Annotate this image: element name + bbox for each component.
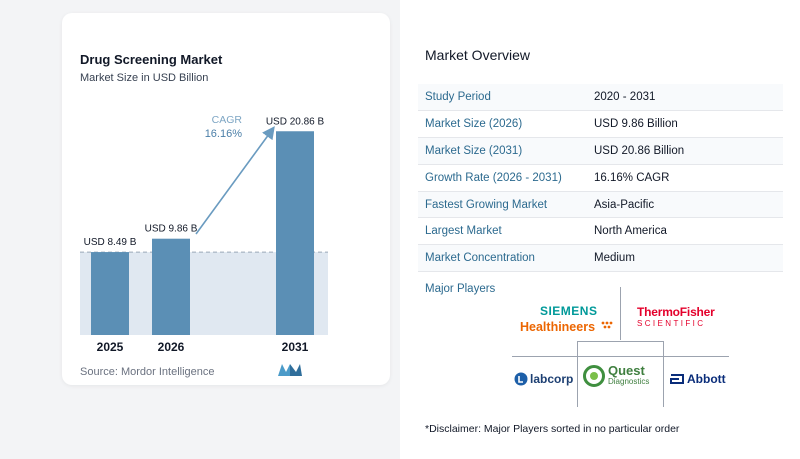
overview-key: Study Period	[425, 91, 491, 103]
bar-2026	[152, 238, 190, 335]
overview-key: Largest Market	[425, 225, 502, 238]
abbott-icon	[670, 374, 684, 384]
overview-row: Market Size (2031) USD 20.86 Billion	[418, 137, 783, 165]
overview-value: Medium	[594, 252, 635, 265]
abbott-logo: Abbott	[669, 372, 726, 386]
overview-key: Fastest Growing Market	[425, 198, 548, 211]
scientific-wordmark: SCIENTIFIC	[637, 319, 706, 328]
source-note: Source: Mordor Intelligence	[80, 366, 215, 378]
cagr-value: 16.16%	[205, 128, 243, 140]
overview-title: Market Overview	[425, 47, 531, 63]
quest-icon	[583, 364, 605, 387]
data-label-2025: USD 8.49 B	[84, 237, 137, 248]
overview-row: Study Period 2020 - 2031	[418, 84, 783, 111]
overview-key: Market Size (2031)	[425, 144, 523, 157]
siemens-wordmark: SIEMENS	[539, 304, 598, 318]
overview-value: Asia-Pacific	[594, 198, 655, 211]
overview-row: Market Concentration Medium	[418, 245, 783, 273]
overview-key: Growth Rate (2026 - 2031)	[425, 171, 562, 184]
thermo-fisher-logo: ThermoFisher SCIENTIFIC	[637, 305, 715, 328]
overview-value: 2020 - 2031	[594, 91, 656, 103]
x-tick-label-2031: 2031	[282, 340, 309, 354]
thermofisher-wordmark: ThermoFisher	[637, 305, 715, 319]
overview-key: Market Concentration	[425, 252, 535, 265]
data-label-2026: USD 9.86 B	[145, 224, 198, 235]
overview-row: Fastest Growing Market Asia-Pacific	[418, 191, 783, 219]
major-players-title: Major Players	[425, 283, 496, 295]
overview-table: Study Period 2020 - 2031 Market Size (202…	[418, 84, 783, 273]
overview-value: 16.16% CAGR	[594, 171, 670, 184]
overview-row: Market Size (2026) USD 9.86 Billion	[418, 111, 783, 138]
overview-value: USD 9.86 Billion	[594, 117, 678, 130]
bar-2031	[276, 131, 314, 335]
quest-diagnostics-logo: Quest Diagnostics	[583, 364, 649, 387]
data-label-2031: USD 20.86 B	[266, 116, 325, 127]
dots-icon	[602, 321, 613, 329]
overview-row: Growth Rate (2026 - 2031) 16.16% CAGR	[418, 165, 783, 192]
overview-key: Market Size (2026)	[425, 117, 523, 130]
chart-subtitle: Market Size in USD Billion	[80, 72, 209, 84]
diagnostics-wordmark: Diagnostics	[608, 377, 650, 386]
mordor-logo-icon	[278, 364, 302, 376]
chart-title: Drug Screening Market	[80, 52, 223, 67]
players-divider	[577, 341, 578, 407]
disclaimer: *Disclaimer: Major Players sorted in no …	[425, 423, 680, 435]
overview-value: North America	[594, 225, 667, 238]
x-tick-label-2026: 2026	[158, 340, 185, 354]
labcorp-icon	[514, 372, 528, 386]
bar-2025	[91, 252, 129, 335]
overview-value: USD 20.86 Billion	[594, 144, 685, 157]
abbott-wordmark: Abbott	[687, 372, 726, 386]
cagr-arrow	[195, 126, 275, 235]
labcorp-logo: labcorp	[514, 372, 573, 386]
labcorp-wordmark: labcorp	[530, 372, 574, 386]
players-divider	[620, 287, 621, 340]
x-tick-label-2025: 2025	[97, 340, 124, 354]
cagr-label: CAGR	[212, 114, 243, 126]
players-divider	[663, 341, 664, 407]
players-divider	[577, 341, 664, 342]
bar-chart: USD 8.49 B 2025 USD 9.86 B 2026 USD 20.86 B 2…	[80, 114, 328, 354]
siemens-healthineers-logo: SIEMENS Healthineers	[520, 304, 615, 336]
players-divider	[512, 356, 729, 357]
quest-wordmark: Quest	[608, 363, 645, 378]
healthineers-wordmark: Healthineers	[520, 320, 596, 334]
overview-row: Largest Market North America	[418, 218, 783, 246]
